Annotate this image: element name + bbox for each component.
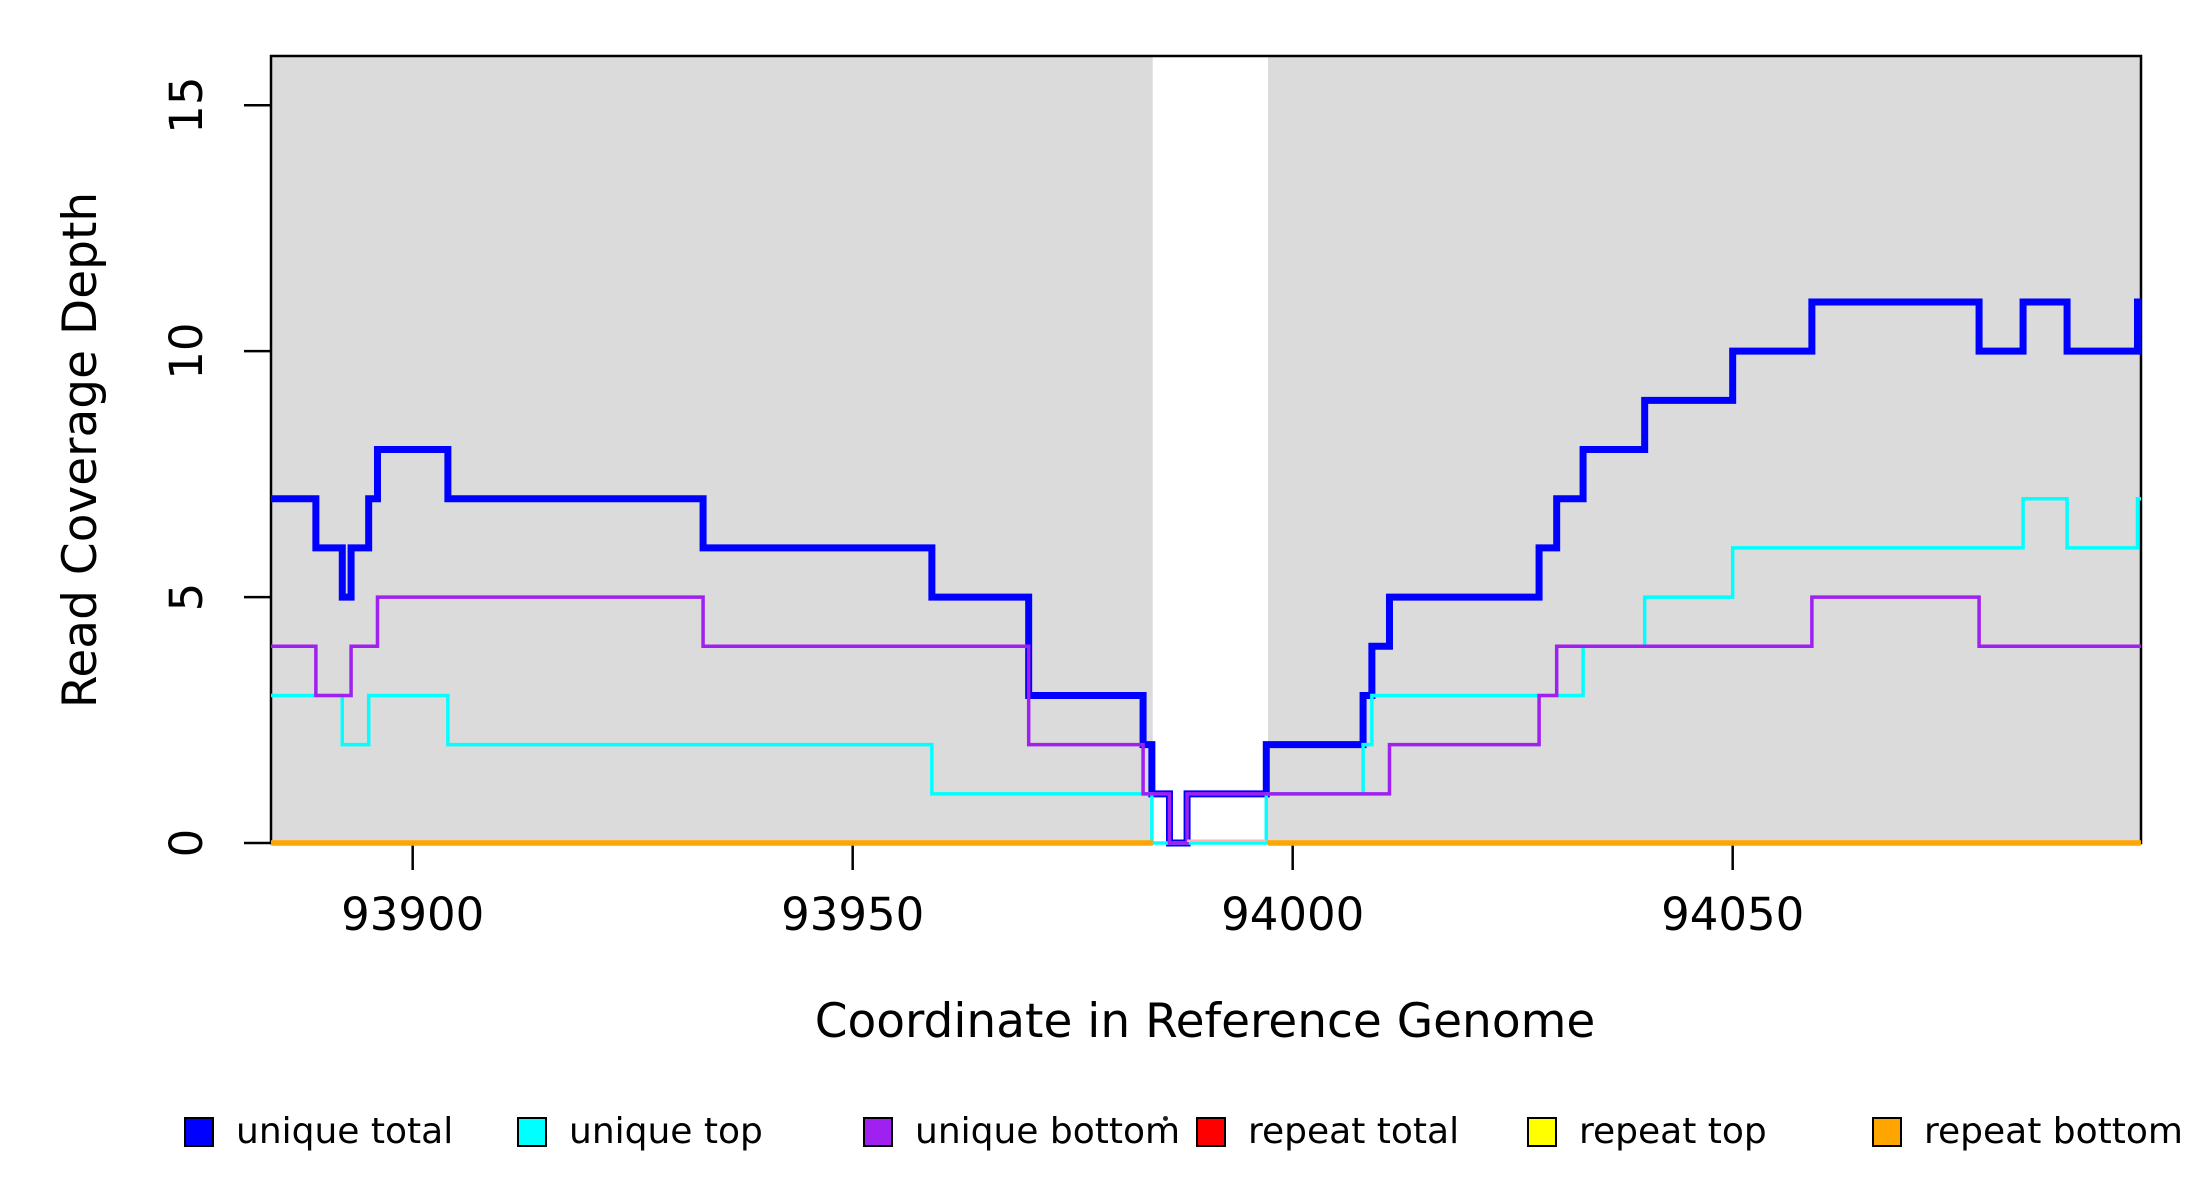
y-tick-label: 15 bbox=[160, 77, 213, 134]
x-tick-label: 94000 bbox=[1221, 888, 1364, 941]
unique-bottom-line bbox=[271, 595, 2141, 845]
y-tick-label: 0 bbox=[160, 829, 213, 858]
y-axis-title: Read Coverage Depth bbox=[53, 191, 108, 709]
y-tick-label: 10 bbox=[160, 322, 213, 379]
x-tick-label: 94050 bbox=[1661, 888, 1804, 941]
y-tick-label: 5 bbox=[160, 583, 213, 612]
x-tick-label: 93950 bbox=[781, 888, 924, 941]
unique-total-line bbox=[271, 298, 2141, 847]
shaded-region bbox=[1268, 56, 2141, 843]
x-tick-label: 93900 bbox=[341, 888, 484, 941]
unique-top-line bbox=[271, 496, 2141, 845]
x-axis-title: Coordinate in Reference Genome bbox=[814, 994, 1596, 1049]
